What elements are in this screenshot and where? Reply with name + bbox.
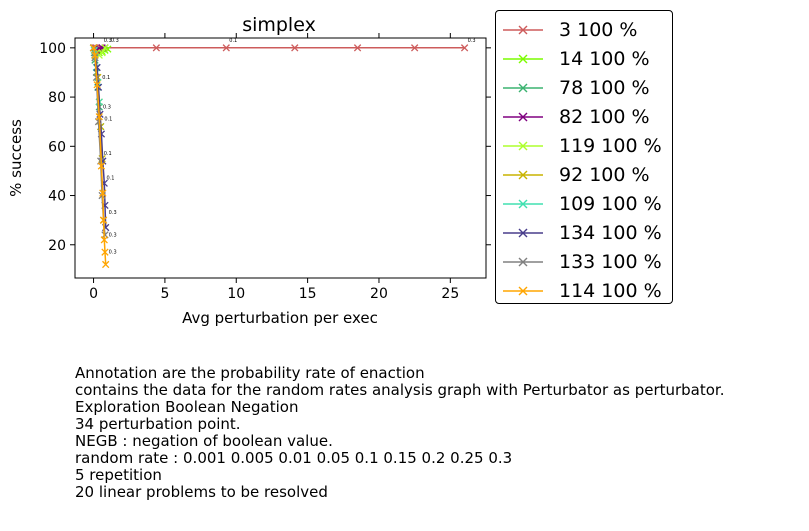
- note-line: 20 linear problems to be resolved: [75, 483, 328, 501]
- note-line: NEGB : negation of boolean value.: [75, 432, 333, 450]
- note-line: Annotation are the probability rate of e…: [75, 364, 425, 382]
- series-layer: [89, 44, 469, 269]
- legend-label: 92 100 %: [559, 164, 650, 186]
- legend-item: 119 100 %: [496, 131, 672, 160]
- note-line: 5 repetition: [75, 466, 162, 484]
- note-line: 34 perturbation point.: [75, 415, 241, 433]
- data-point: [98, 49, 106, 57]
- rate-annotation: 0.1: [104, 151, 112, 157]
- x-tick-label: 20: [370, 286, 388, 302]
- rate-annotation: 0.3: [109, 250, 117, 256]
- legend-swatch: [503, 141, 543, 151]
- data-point: [353, 44, 362, 52]
- legend-label: 3 100 %: [559, 19, 638, 41]
- legend-swatch: [503, 83, 543, 93]
- data-point: [100, 236, 108, 244]
- chart-title: simplex: [242, 14, 316, 36]
- rate-annotation: 0.3: [104, 38, 112, 44]
- rate-annotation: 0.3: [468, 38, 476, 44]
- legend-swatch: [503, 112, 543, 122]
- data-point: [93, 81, 101, 89]
- y-tick-label: 100: [39, 41, 66, 57]
- data-point: [222, 44, 230, 52]
- note-line: random rate : 0.001 0.005 0.01 0.05 0.1 …: [75, 449, 513, 467]
- y-tick-label: 60: [48, 139, 66, 155]
- y-axis-label: % success: [7, 119, 25, 197]
- rate-annotation: 0.1: [102, 75, 110, 81]
- legend-swatch: [503, 257, 543, 267]
- legend-label: 114 100 %: [559, 280, 662, 302]
- data-point: [97, 162, 106, 170]
- legend-item: 134 100 %: [496, 218, 672, 247]
- x-tick-label: 25: [441, 286, 459, 302]
- y-tick-label: 80: [48, 90, 66, 106]
- rate-annotation: 0.3: [109, 210, 117, 216]
- rate-annotation: 0.3: [109, 232, 117, 238]
- plot-area: [74, 37, 487, 279]
- rate-annotation: 0.1: [107, 176, 115, 182]
- series-line: [92, 47, 107, 265]
- legend-item: 92 100 %: [496, 160, 672, 189]
- legend-label: 82 100 %: [559, 106, 650, 128]
- legend-swatch: [503, 170, 543, 180]
- data-point: [410, 44, 419, 52]
- x-tick-label: 10: [227, 286, 245, 302]
- legend-swatch: [503, 286, 543, 296]
- data-point: [460, 44, 469, 52]
- rate-annotation: 0.1: [104, 117, 112, 123]
- data-point: [101, 44, 109, 52]
- legend-label: 119 100 %: [559, 135, 662, 157]
- data-point: [102, 260, 110, 269]
- data-point: [152, 44, 161, 52]
- x-tick-label: 0: [89, 286, 98, 302]
- legend-label: 109 100 %: [559, 193, 662, 215]
- legend-label: 78 100 %: [559, 77, 650, 99]
- data-point: [99, 216, 108, 224]
- note-line: Exploration Boolean Negation: [75, 398, 299, 416]
- legend-item: 3 100 %: [496, 15, 672, 44]
- rate-annotation: 0.1: [229, 38, 237, 44]
- rate-annotation: 0.3: [111, 38, 119, 44]
- y-tick-label: 20: [48, 238, 66, 254]
- data-point: [291, 44, 299, 52]
- note-line: contains the data for the random rates a…: [75, 381, 725, 399]
- legend-swatch: [503, 25, 543, 35]
- legend-item: 109 100 %: [496, 189, 672, 218]
- legend-item: 114 100 %: [496, 276, 672, 305]
- notes-block: Annotation are the probability rate of e…: [75, 365, 725, 501]
- legend-item: 78 100 %: [496, 73, 672, 102]
- legend-swatch: [503, 228, 543, 238]
- axis-ticks: 0 5 10 15 20 25 20 40 60 80 100: [39, 33, 491, 302]
- rate-annotation: 0.3: [103, 104, 111, 110]
- annotation-layer: 0.1 0.30.30.30.10.10.10.30.10.30.30.3: [102, 38, 475, 256]
- data-point: [99, 189, 107, 197]
- data-point: [89, 44, 98, 52]
- x-tick-label: 5: [160, 286, 169, 302]
- legend-item: 14 100 %: [496, 44, 672, 73]
- legend: 3 100 % 14 100 % 78 100 % 82 100 % 119 100 %…: [495, 10, 673, 304]
- x-axis-label: Avg perturbation per exec: [182, 309, 378, 327]
- data-point: [91, 51, 99, 59]
- legend-label: 134 100 %: [559, 222, 662, 244]
- legend-label: 14 100 %: [559, 48, 650, 70]
- legend-item: 82 100 %: [496, 102, 672, 131]
- legend-item: 133 100 %: [496, 247, 672, 276]
- legend-swatch: [503, 54, 543, 64]
- y-tick-label: 40: [48, 189, 66, 205]
- legend-label: 133 100 %: [559, 251, 662, 273]
- data-point: [101, 248, 109, 256]
- data-point: [95, 113, 103, 121]
- x-tick-label: 15: [299, 286, 317, 302]
- legend-swatch: [503, 199, 543, 209]
